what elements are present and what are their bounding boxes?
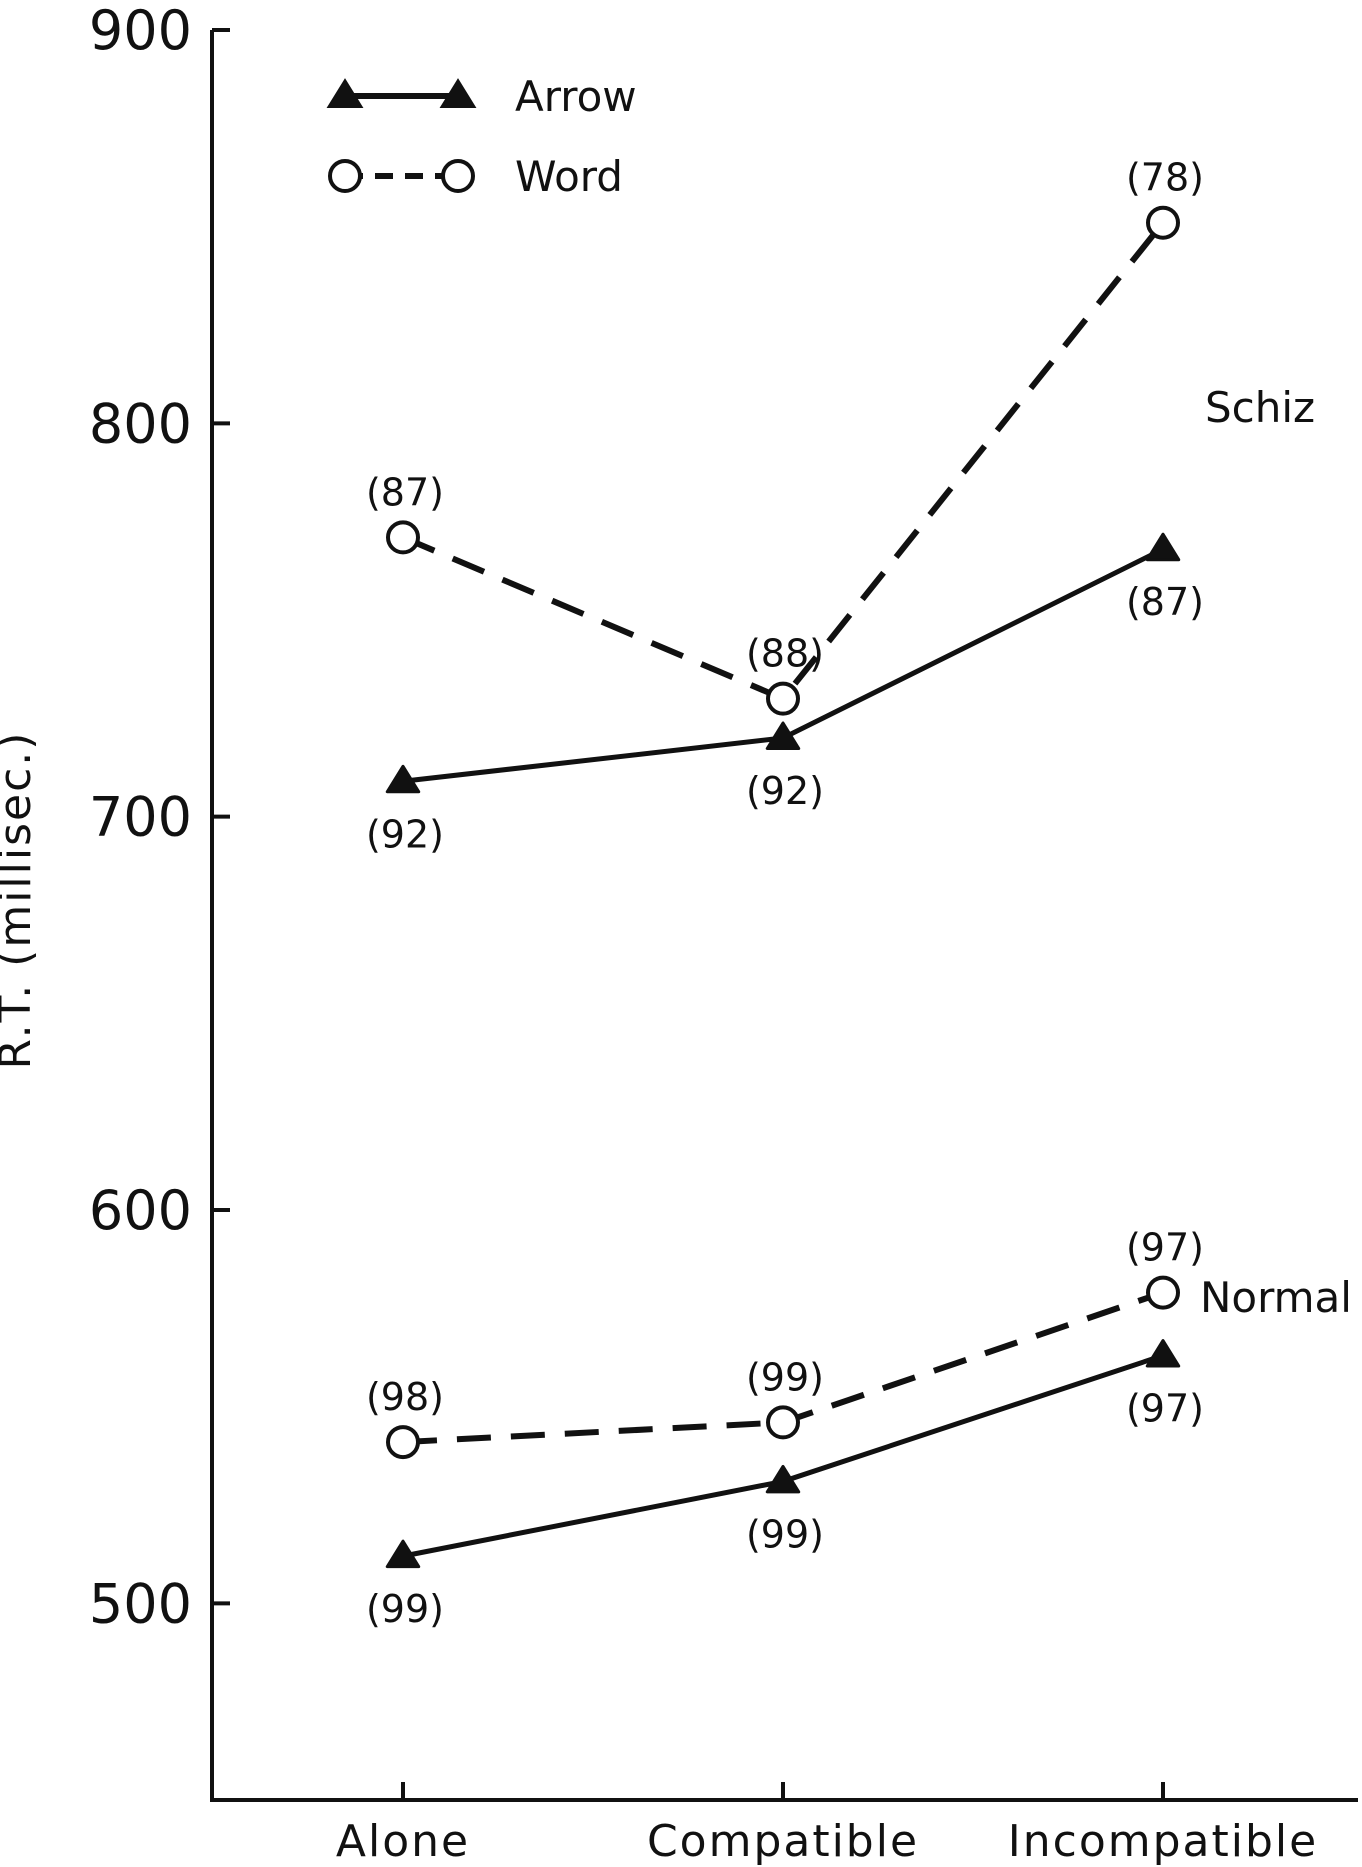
schiz-word-n-label-incompatible: (78) xyxy=(1126,156,1204,200)
schiz-arrow-n-label-compatible: (92) xyxy=(746,769,824,813)
sample-size-labels: (87) (88) (78) (92) (92) (87) (98) (99) (97) (99)… xyxy=(366,156,1204,1631)
normal-word-point-incompatible xyxy=(1146,1275,1180,1310)
legend-arrow-marker-2 xyxy=(439,78,477,108)
schiz-arrow-n-label-alone: (92) xyxy=(366,812,444,856)
schiz-word-n-label-compatible: (88) xyxy=(746,632,824,676)
normal-arrow-n-label-incompatible: (97) xyxy=(1126,1387,1204,1431)
normal-arrow-point-compatible xyxy=(765,1464,801,1494)
normal-word-n-label-incompatible: (97) xyxy=(1126,1226,1204,1270)
schiz-word-line xyxy=(401,220,1166,703)
schiz-word-point-compatible xyxy=(766,681,800,716)
x-tick-label-compatible: Compatible xyxy=(647,1816,919,1867)
schiz-arrow-point-incompatible xyxy=(1145,532,1181,562)
x-tick-label-alone: Alone xyxy=(336,1816,470,1867)
normal-arrow-n-label-alone: (99) xyxy=(366,1587,444,1631)
axes: 500 600 700 800 900 Alone Compatible Incompati… xyxy=(89,0,1358,1867)
legend-word-label: Word xyxy=(515,152,623,201)
normal-arrow-point-incompatible xyxy=(1145,1339,1181,1368)
schiz-arrow-point-alone xyxy=(385,764,421,794)
schiz-word-point-alone xyxy=(386,520,420,555)
series-markers xyxy=(385,205,1181,1569)
normal-word-point-compatible xyxy=(766,1405,800,1440)
legend: Arrow Word xyxy=(326,72,637,201)
group-label-schiz: Schiz xyxy=(1205,383,1315,432)
legend-word-marker-2 xyxy=(441,159,475,193)
y-tick-label-600: 600 xyxy=(89,1179,192,1242)
schiz-word-point-incompatible xyxy=(1146,205,1180,240)
schiz-arrow-n-label-incompatible: (87) xyxy=(1126,580,1204,624)
normal-arrow-point-alone xyxy=(385,1539,421,1569)
y-tick-label-500: 500 xyxy=(89,1572,192,1635)
legend-arrow-marker-1 xyxy=(326,78,364,108)
normal-word-n-label-alone: (98) xyxy=(366,1375,444,1419)
y-tick-label-700: 700 xyxy=(89,786,192,849)
y-tick-label-900: 900 xyxy=(89,0,192,62)
schiz-arrow-point-compatible xyxy=(765,721,801,750)
group-label-normal: Normal xyxy=(1200,1273,1352,1322)
legend-arrow-label: Arrow xyxy=(515,72,637,121)
normal-word-point-alone xyxy=(386,1425,420,1460)
schiz-word-n-label-alone: (87) xyxy=(366,470,444,514)
x-ticks: Alone Compatible Incompatible xyxy=(336,1782,1318,1867)
group-labels: Schiz Normal xyxy=(1200,383,1352,1322)
legend-word-marker-1 xyxy=(328,159,362,193)
y-axis-label: R.T. (millisec.) xyxy=(0,731,41,1070)
normal-arrow-n-label-compatible: (99) xyxy=(746,1512,824,1556)
normal-word-n-label-compatible: (99) xyxy=(746,1355,824,1399)
y-ticks: 500 600 700 800 900 xyxy=(89,0,230,1635)
y-tick-label-800: 800 xyxy=(89,392,192,455)
x-tick-label-incompatible: Incompatible xyxy=(1008,1816,1318,1867)
